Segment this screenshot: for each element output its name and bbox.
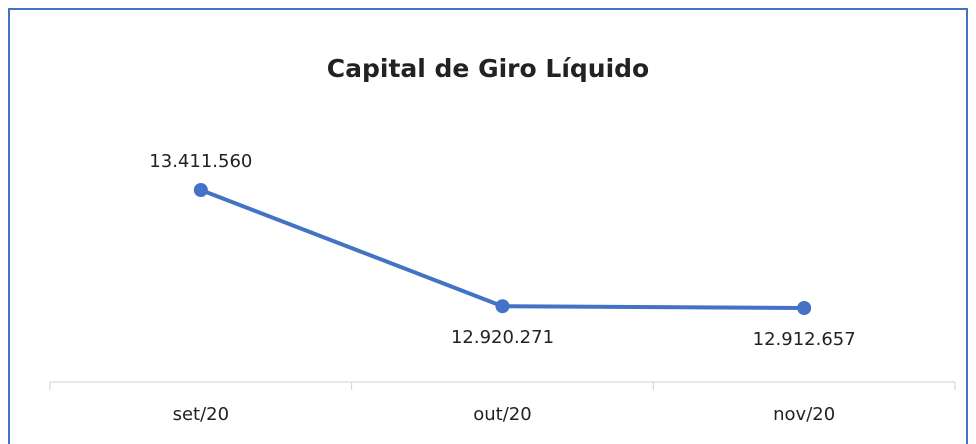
data-label: 12.920.271 <box>451 327 554 348</box>
point <box>495 299 510 314</box>
x-tick-label: set/20 <box>173 404 229 425</box>
x-tick-label: out/20 <box>473 404 531 425</box>
point <box>193 183 208 197</box>
data-label: 13.411.560 <box>149 151 252 172</box>
x-tick-label: nov/20 <box>773 404 835 425</box>
chart-frame <box>8 8 968 444</box>
data-label: 12.912.657 <box>753 329 856 350</box>
chart-title: Capital de Giro Líquido <box>327 54 649 83</box>
point <box>797 301 812 315</box>
